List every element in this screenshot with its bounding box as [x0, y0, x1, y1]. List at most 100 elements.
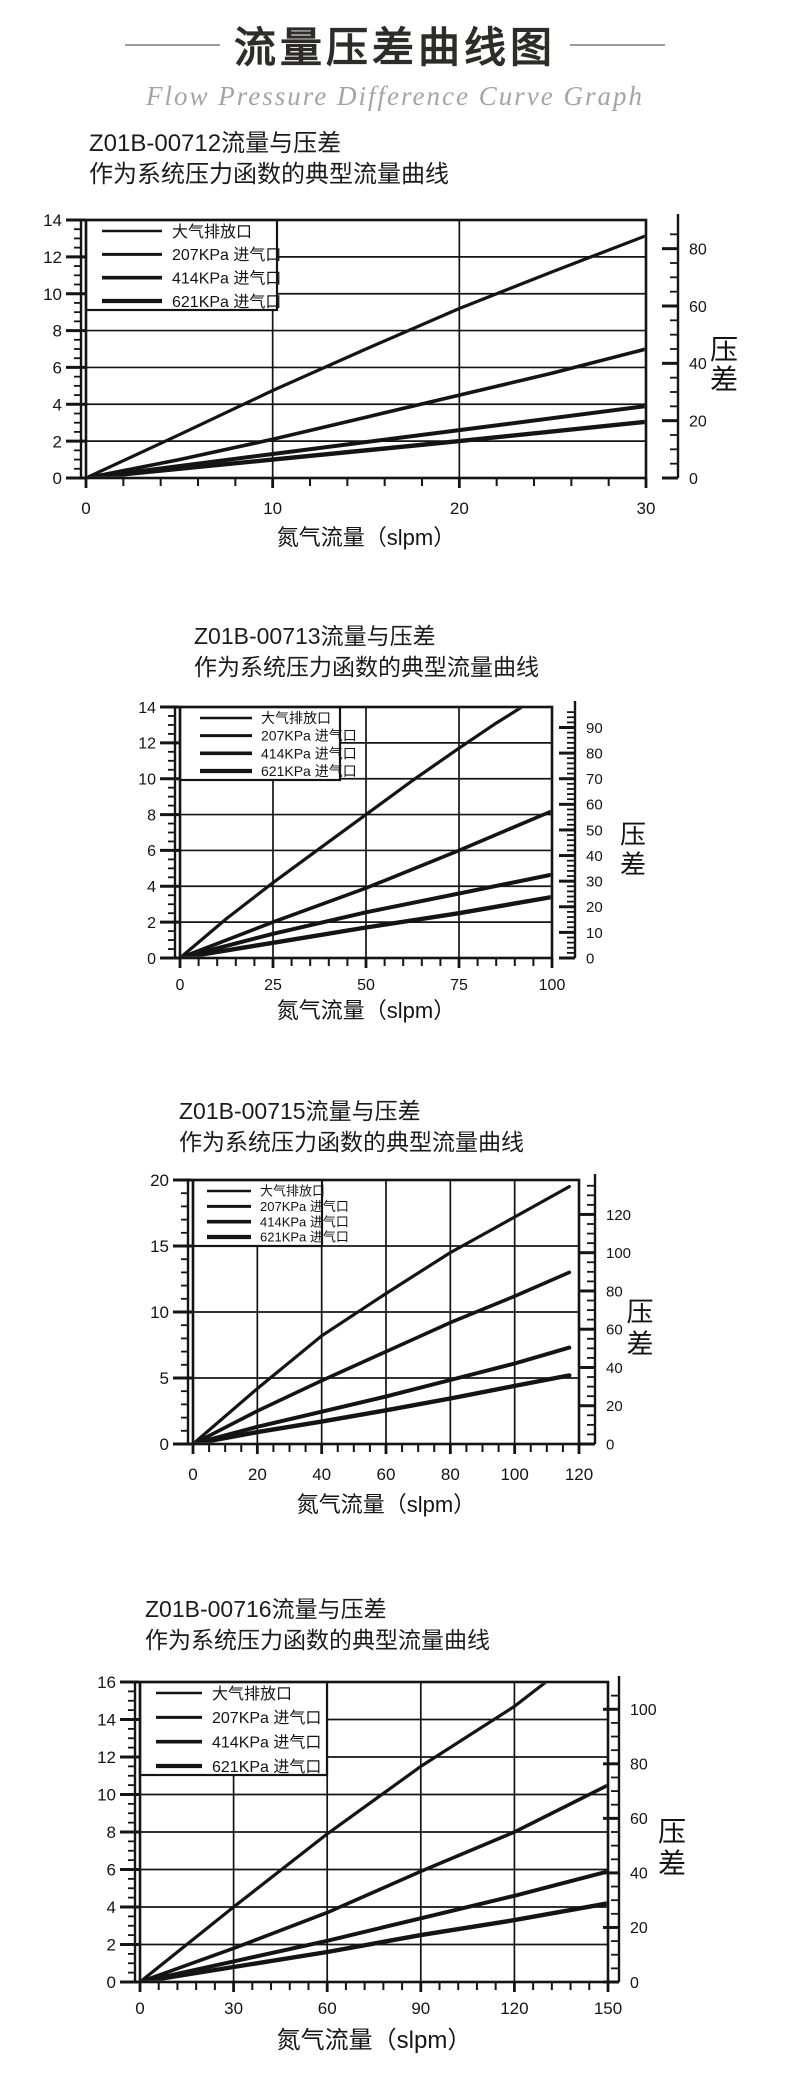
svg-text:15: 15 — [150, 1237, 169, 1256]
svg-text:621KPa 进气口: 621KPa 进气口 — [212, 1758, 321, 1776]
svg-text:414KPa 进气口: 414KPa 进气口 — [260, 1214, 349, 1229]
svg-text:207KPa 进气口: 207KPa 进气口 — [261, 728, 357, 744]
svg-text:120: 120 — [500, 1999, 528, 2018]
svg-text:4: 4 — [53, 395, 62, 414]
svg-text:40: 40 — [312, 1465, 331, 1484]
curve-207KPa 进气口 — [141, 1783, 607, 1981]
svg-text:氮气流量（slpm）: 氮气流量（slpm） — [297, 1492, 475, 1517]
svg-text:10: 10 — [97, 1786, 116, 1805]
svg-text:10: 10 — [150, 1303, 169, 1322]
svg-text:0: 0 — [689, 471, 698, 488]
svg-text:20: 20 — [606, 1398, 623, 1415]
svg-text:150: 150 — [594, 1999, 622, 2018]
chart-title-line1: Z01B-00712流量与压差 — [89, 130, 342, 157]
svg-text:14: 14 — [138, 700, 156, 717]
chart-title-z01b-00716: Z01B-00716流量与压差 作为系统压力函数的典型流量曲线 — [145, 1594, 490, 1656]
curves — [141, 1683, 607, 1981]
curve-414KPa 进气口 — [87, 404, 645, 477]
chart-title-line2: 作为系统压力函数的典型流量曲线 — [194, 654, 539, 680]
curve-207KPa 进气口 — [181, 809, 551, 957]
svg-text:414KPa 进气口: 414KPa 进气口 — [212, 1733, 321, 1751]
pressure-diff-axis-label: 压差 — [627, 1298, 654, 1360]
curve-621KPa 进气口 — [181, 895, 551, 957]
svg-text:80: 80 — [586, 746, 603, 763]
curve-621KPa 进气口 — [87, 419, 645, 477]
svg-text:8: 8 — [147, 807, 156, 824]
svg-text:207KPa 进气口: 207KPa 进气口 — [260, 1199, 349, 1214]
svg-text:12: 12 — [43, 248, 62, 267]
svg-text:621KPa 进气口: 621KPa 进气口 — [260, 1230, 349, 1245]
svg-text:0: 0 — [107, 1973, 116, 1992]
page-header: 流量压差曲线图 Flow Pressure Difference Curve G… — [0, 14, 790, 112]
svg-text:氮气流量（slpm）: 氮气流量（slpm） — [277, 2027, 472, 2054]
chart-title-line1: Z01B-00716流量与压差 — [145, 1596, 387, 1622]
svg-text:90: 90 — [586, 720, 603, 737]
chart-title-line2: 作为系统压力函数的典型流量曲线 — [145, 1627, 490, 1653]
chart-title-line2: 作为系统压力函数的典型流量曲线 — [89, 161, 449, 188]
svg-text:25: 25 — [264, 977, 282, 994]
svg-text:差: 差 — [658, 1848, 686, 1879]
chart-Z01B-00716: 大气排放口 207KPa 进气口 414KPa 进气口 621KPa 进气口 0 2 4 6 8… — [97, 1673, 686, 2054]
pressure-diff-axis-label: 压差 — [710, 334, 738, 395]
svg-text:8: 8 — [53, 322, 62, 341]
svg-text:20: 20 — [248, 1465, 267, 1484]
svg-text:60: 60 — [630, 1811, 648, 1828]
svg-text:80: 80 — [441, 1465, 460, 1484]
svg-text:0: 0 — [176, 977, 185, 994]
svg-text:氮气流量（slpm）: 氮气流量（slpm） — [277, 998, 455, 1023]
svg-text:0: 0 — [606, 1436, 614, 1453]
curve-414KPa 进气口 — [141, 1869, 607, 1981]
svg-text:6: 6 — [107, 1861, 116, 1880]
svg-text:14: 14 — [43, 211, 62, 230]
svg-text:10: 10 — [138, 771, 156, 788]
svg-text:12: 12 — [138, 736, 156, 753]
svg-text:14: 14 — [97, 1711, 116, 1730]
svg-text:2: 2 — [147, 915, 156, 932]
svg-text:100: 100 — [606, 1245, 631, 1262]
svg-text:压: 压 — [710, 334, 738, 365]
svg-text:10: 10 — [43, 285, 62, 304]
svg-text:12: 12 — [97, 1748, 116, 1767]
svg-text:20: 20 — [450, 499, 469, 518]
svg-text:压: 压 — [658, 1816, 686, 1847]
svg-text:0: 0 — [188, 1465, 197, 1484]
svg-text:30: 30 — [637, 499, 656, 518]
curve-414KPa 进气口 — [194, 1345, 572, 1443]
curve-大气排放口 — [141, 1683, 547, 1981]
svg-text:80: 80 — [689, 241, 707, 258]
svg-text:30: 30 — [586, 874, 603, 891]
svg-text:207KPa 进气口: 207KPa 进气口 — [212, 1709, 321, 1727]
chart-title-line2: 作为系统压力函数的典型流量曲线 — [179, 1129, 524, 1155]
svg-text:差: 差 — [710, 364, 738, 395]
svg-text:8: 8 — [107, 1823, 116, 1842]
svg-text:90: 90 — [411, 1999, 430, 2018]
svg-text:大气排放口: 大气排放口 — [261, 710, 331, 726]
svg-text:50: 50 — [586, 822, 603, 839]
svg-text:100: 100 — [500, 1465, 528, 1484]
svg-text:40: 40 — [586, 848, 603, 865]
svg-text:10: 10 — [263, 499, 282, 518]
curves — [87, 234, 645, 477]
svg-text:414KPa 进气口: 414KPa 进气口 — [172, 269, 281, 287]
svg-text:4: 4 — [107, 1898, 116, 1917]
svg-text:10: 10 — [586, 925, 603, 942]
svg-text:60: 60 — [377, 1465, 396, 1484]
svg-text:大气排放口: 大气排放口 — [260, 1184, 325, 1199]
svg-text:100: 100 — [630, 1702, 657, 1719]
page-subtitle: Flow Pressure Difference Curve Graph — [146, 81, 644, 111]
curves — [181, 708, 551, 957]
svg-text:差: 差 — [627, 1330, 654, 1360]
chart-Z01B-00712: 大气排放口 207KPa 进气口 414KPa 进气口 621KPa 进气口 0 2 4 6 8… — [43, 211, 738, 550]
svg-text:100: 100 — [539, 977, 566, 994]
curve-621KPa 进气口 — [141, 1901, 607, 1981]
svg-text:4: 4 — [147, 879, 156, 896]
curve-大气排放口 — [87, 234, 645, 477]
svg-text:0: 0 — [160, 1435, 169, 1454]
svg-text:20: 20 — [630, 1920, 648, 1937]
svg-text:6: 6 — [53, 359, 62, 378]
